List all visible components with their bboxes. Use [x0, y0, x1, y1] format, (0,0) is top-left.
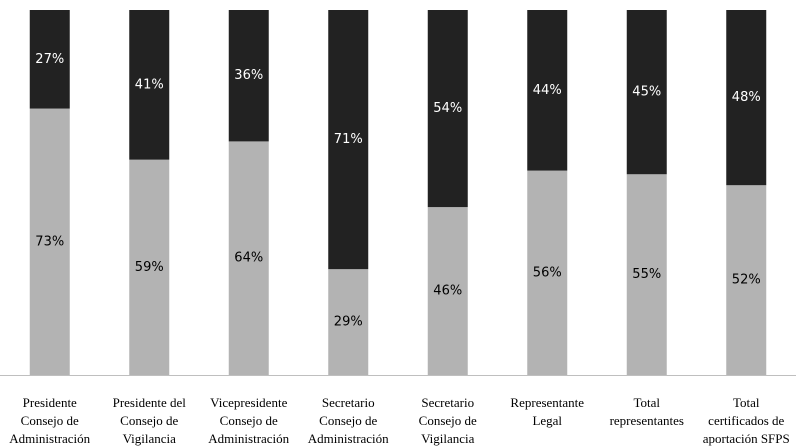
data-label: 29%: [334, 315, 363, 330]
bar-segment: [626, 174, 667, 375]
category-label-line: certificados de: [708, 413, 784, 428]
category-label-line: Legal: [532, 413, 562, 428]
category-label-line: Vigilancia: [421, 431, 475, 446]
category-label-line: aportación SFPS: [703, 431, 790, 446]
data-label: 46%: [433, 284, 462, 299]
category-label-line: Vigilancia: [123, 431, 177, 446]
data-label: 36%: [234, 68, 263, 83]
bar-segment: [427, 10, 468, 208]
category-label-line: Consejo de: [319, 413, 377, 428]
bar-segment: [29, 108, 70, 376]
bar-segment: [626, 10, 667, 175]
category-label: Secretario Consejo de Vigilancia: [419, 395, 477, 446]
bars-group: 73% 27% 59% 41% 64% 36% 29% 71% 46% 54% 56% 44% 55% 4…: [29, 10, 767, 376]
category-label-line: Consejo de: [120, 413, 178, 428]
bar-segment: [328, 269, 369, 375]
bar-segment: [228, 10, 269, 142]
category-label: Total certificados de aportación SFPS: [703, 395, 790, 446]
category-label: Presidente Consejo de Administración: [9, 395, 90, 446]
category-label-line: Administración: [9, 431, 90, 446]
bar-segment: [129, 159, 170, 375]
category-label-line: Total: [633, 395, 660, 410]
category-label-line: Vicepresidente: [210, 395, 287, 410]
bar-segment: [129, 10, 170, 160]
bar-segment: [726, 185, 767, 375]
data-label: 54%: [433, 101, 462, 116]
data-label: 52%: [732, 273, 761, 288]
bar-segment: [228, 141, 269, 375]
category-label-line: Presidente del: [113, 395, 187, 410]
data-label: 45%: [632, 85, 661, 100]
category-label: Vicepresidente Consejo de Administración: [208, 395, 289, 446]
category-label-line: Presidente: [23, 395, 77, 410]
category-label: Secretario Consejo de Administración: [308, 395, 389, 446]
category-label-line: Representante: [510, 395, 584, 410]
data-label: 56%: [533, 265, 562, 280]
category-label-line: Total: [733, 395, 760, 410]
category-label: Total representantes: [610, 395, 684, 428]
category-label: Representante Legal: [510, 395, 584, 428]
bar-segment: [726, 10, 767, 186]
data-label: 55%: [632, 267, 661, 282]
data-label: 73%: [35, 234, 64, 249]
bar-segment: [527, 10, 568, 171]
category-label-line: Administración: [208, 431, 289, 446]
data-label: 71%: [334, 132, 363, 147]
bar-segment: [527, 170, 568, 375]
category-label-line: representantes: [610, 413, 684, 428]
bar-segment: [328, 10, 369, 270]
data-label: 27%: [35, 52, 64, 67]
category-label-line: Consejo de: [419, 413, 477, 428]
category-label-line: Administración: [308, 431, 389, 446]
category-label-line: Secretario: [322, 395, 375, 410]
data-label: 44%: [533, 83, 562, 98]
category-label-line: Consejo de: [21, 413, 79, 428]
category-label-line: Consejo de: [220, 413, 278, 428]
bar-segment: [29, 10, 70, 109]
x-axis-labels: Presidente Consejo de AdministraciónPresid…: [9, 395, 789, 446]
category-label-line: Secretario: [421, 395, 474, 410]
data-label: 59%: [135, 260, 164, 275]
bar-segment: [427, 207, 468, 375]
category-label: Presidente del Consejo de Vigilancia: [113, 395, 187, 446]
data-label: 64%: [234, 251, 263, 266]
data-label: 41%: [135, 77, 164, 92]
data-label: 48%: [732, 90, 761, 105]
